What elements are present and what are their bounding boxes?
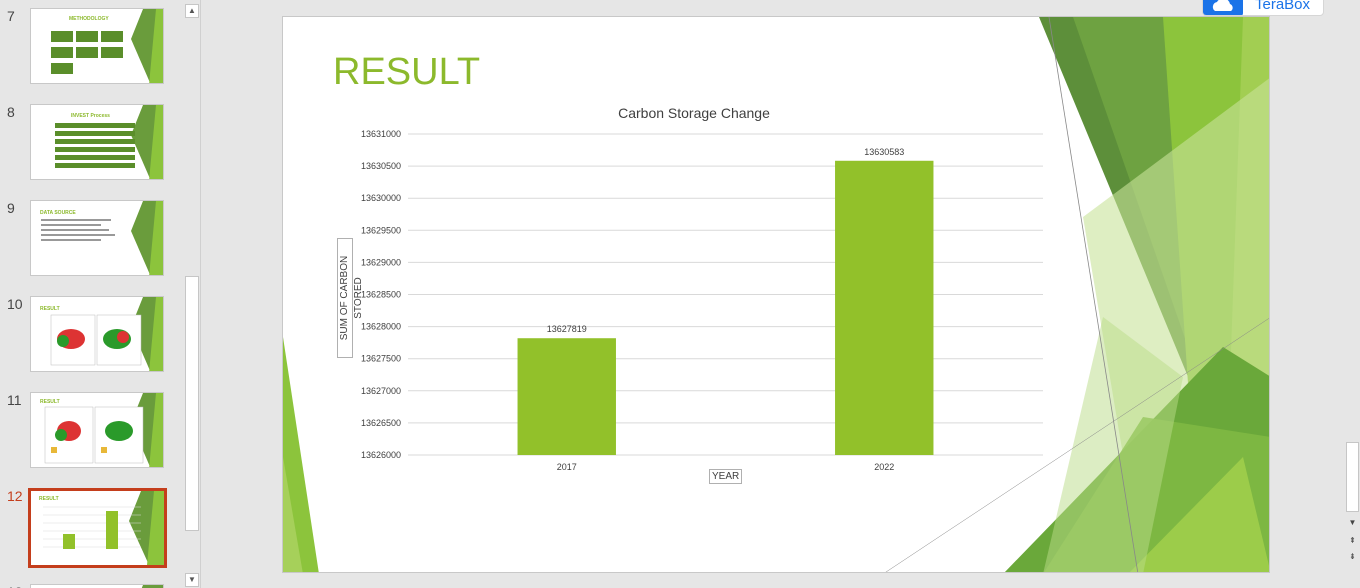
slide-background-graphic xyxy=(283,17,1269,572)
x-axis-label[interactable]: YEAR xyxy=(709,469,743,484)
y-tick-label: 13631000 xyxy=(361,129,401,139)
thumbnail-title: DATA SOURCE xyxy=(40,210,76,216)
bar-chart[interactable]: 13626000 13626500 13627000 13627500 13628000… xyxy=(283,17,1270,573)
slide-scrollbar[interactable]: ▼ ⇞ ⇟ xyxy=(1345,0,1360,588)
chevron-up-icon[interactable]: ▲ xyxy=(185,4,199,18)
bar-2017[interactable] xyxy=(517,338,616,455)
slide-thumbnail-8[interactable]: INVEST Process xyxy=(30,104,164,180)
thumbnail-title: RESULT xyxy=(40,399,60,405)
double-chevron-down-icon[interactable]: ⇟ xyxy=(1349,552,1356,561)
slide-thumbnail-13[interactable] xyxy=(30,584,164,588)
cloud-icon xyxy=(1203,0,1243,15)
y-tick-label: 13627000 xyxy=(361,386,401,396)
scrollbar-thumb[interactable] xyxy=(185,276,199,531)
y-axis-tick-labels: 13626000 13626500 13627000 13627500 13628000… xyxy=(361,129,401,460)
thumbnail-graphic xyxy=(141,585,163,588)
x-axis-tick-labels: 2017 2022 xyxy=(557,462,895,472)
slide-number: 12 xyxy=(7,488,23,504)
double-chevron-up-icon[interactable]: ⇞ xyxy=(1349,536,1356,545)
slide-number: 7 xyxy=(7,8,15,24)
thumbnail-scrollbar[interactable]: ▲ ▼ xyxy=(183,0,200,588)
chart-title[interactable]: Carbon Storage Change xyxy=(618,105,770,121)
x-tick-label: 2017 xyxy=(557,462,577,472)
terabox-label: TeraBox xyxy=(1255,0,1311,13)
y-axis-label[interactable]: SUM OF CARBON STORED xyxy=(337,238,364,358)
y-tick-label: 13628000 xyxy=(361,322,401,332)
thumbnail-graphic xyxy=(55,105,163,179)
slide-number: 11 xyxy=(7,392,22,408)
thumbnail-graphic xyxy=(51,9,163,83)
chart-data-labels: 13627819 13630583 xyxy=(547,147,905,334)
data-label: 13630583 xyxy=(864,147,904,157)
slide-thumbnail-7[interactable]: METHODOLOGY xyxy=(30,8,164,84)
x-tick-label: 2022 xyxy=(874,462,894,472)
slide-title[interactable]: RESULT xyxy=(333,51,481,93)
slide-thumbnail-pane[interactable]: 7 METHODOLOGY 8 xyxy=(0,0,183,588)
slide-number: 10 xyxy=(7,296,23,312)
y-tick-label: 13630000 xyxy=(361,193,401,203)
thumbnail-title: METHODOLOGY xyxy=(69,16,109,22)
thumbnail-title: INVEST Process xyxy=(71,113,110,119)
bar-2022[interactable] xyxy=(835,160,934,455)
chart-gridlines xyxy=(408,133,1043,456)
slide-thumbnail-11[interactable]: RESULT xyxy=(30,392,164,468)
thumbnail-title: RESULT xyxy=(39,496,59,502)
y-tick-label: 13630500 xyxy=(361,161,401,171)
slide-number: 8 xyxy=(7,104,15,120)
slide-thumbnail-12[interactable]: RESULT xyxy=(28,488,167,568)
y-tick-label: 13629000 xyxy=(361,257,401,267)
y-tick-label: 13629500 xyxy=(361,225,401,235)
terabox-widget[interactable]: TeraBox xyxy=(1202,0,1324,16)
slide-thumbnail-10[interactable]: RESULT xyxy=(30,296,164,372)
y-tick-label: 13627500 xyxy=(361,354,401,364)
chart-bars xyxy=(517,160,934,455)
thumbnail-title: RESULT xyxy=(40,306,60,312)
scrollbar-thumb[interactable] xyxy=(1346,442,1359,512)
thumbnail-graphic xyxy=(50,297,163,371)
data-label: 13627819 xyxy=(547,324,587,334)
slide-number: 13 xyxy=(7,584,23,588)
slide-canvas[interactable]: RESULT Carbon Storage Change 13626000 136… xyxy=(282,16,1270,573)
chevron-down-icon[interactable]: ▼ xyxy=(1348,518,1357,527)
slide-thumbnail-9[interactable]: DATA SOURCE xyxy=(30,200,164,276)
thumbnail-graphic xyxy=(43,491,164,565)
chevron-down-icon[interactable]: ▼ xyxy=(185,573,199,587)
slide-number: 9 xyxy=(7,200,15,216)
y-tick-label: 13626500 xyxy=(361,418,401,428)
thumbnail-graphic xyxy=(44,393,163,467)
y-tick-label: 13626000 xyxy=(361,450,401,460)
thumbnail-graphic xyxy=(41,201,163,275)
y-tick-label: 13628500 xyxy=(361,290,401,300)
